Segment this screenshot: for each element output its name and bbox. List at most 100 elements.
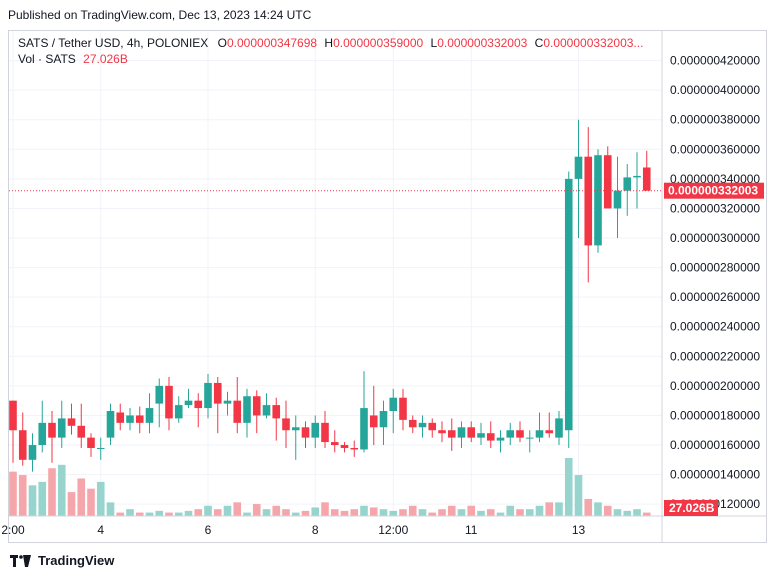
candle-body: [252, 396, 261, 416]
volume-bar: [155, 510, 164, 516]
volume-bar: [311, 507, 320, 516]
candle-body: [350, 447, 359, 450]
candle-body: [438, 430, 446, 434]
volume-bar: [399, 509, 407, 516]
volume-bar: [506, 505, 515, 516]
candle-body: [369, 415, 378, 428]
x-tick-label: 6: [205, 523, 212, 537]
candle-body: [418, 422, 427, 428]
last-price-badge: [664, 182, 764, 199]
volume-bar: [213, 509, 222, 516]
volume-bar: [418, 509, 427, 516]
volume-bar: [477, 510, 485, 516]
volume-bar: [262, 509, 271, 516]
candle-body: [213, 382, 222, 404]
y-tick-label: 0.000000220000: [670, 349, 760, 363]
x-tick-label: 4: [97, 523, 104, 537]
y-tick-label: 0.000000420000: [670, 54, 760, 68]
y-tick-label: 0.000000360000: [670, 142, 760, 156]
price-badges: 0.000000332003 27.026B: [9, 182, 764, 516]
volume-bar: [438, 509, 446, 516]
candle-body: [67, 418, 76, 426]
volume-bar: [330, 509, 339, 516]
candle-body: [301, 427, 310, 438]
candle-body: [584, 156, 593, 246]
volume-bar: [9, 471, 17, 516]
volume-bars: [9, 458, 651, 516]
candle-body: [642, 167, 651, 191]
volume-bar: [321, 502, 329, 516]
candle-body: [486, 433, 495, 441]
volume-bar: [184, 510, 193, 516]
volume-bar: [252, 504, 261, 516]
legend-open-label: O: [217, 36, 227, 50]
volume-bar: [18, 475, 27, 516]
candle-body: [165, 385, 173, 419]
y-tick-label: 0.000000340000: [670, 172, 760, 186]
candle-body: [291, 427, 300, 431]
candle-body: [223, 400, 232, 404]
volume-bar: [584, 498, 593, 516]
price-axis: 0.000000420000 0.000000400000 0.0000003800…: [661, 31, 760, 543]
volume-bar: [96, 481, 105, 516]
volume-bar: [408, 505, 417, 516]
legend-close-label: C: [534, 36, 544, 50]
volume-bar: [301, 510, 310, 516]
legend-ohlc: SATS / Tether USD, 4h, POLONIEX O0.00000…: [18, 36, 643, 50]
legend-symbol: SATS / Tether USD, 4h, POLONIEX: [18, 36, 209, 50]
candle-body: [555, 418, 563, 438]
candle-body: [87, 437, 95, 448]
y-tick-label: 0.000000320000: [670, 201, 760, 215]
candle-body: [564, 178, 573, 431]
volume-bar: [106, 502, 115, 516]
volume-bar: [233, 502, 242, 516]
volume-bar: [145, 512, 154, 516]
volume-bar: [447, 505, 456, 516]
y-tick-label: 0.000000200000: [670, 379, 760, 393]
legend-low-value: 0.000000332003: [437, 36, 528, 50]
candle-body: [535, 430, 544, 438]
tradingview-logo[interactable]: TradingView: [10, 553, 114, 568]
x-tick-label: 13: [572, 523, 586, 537]
x-tick-label: 12:00: [378, 523, 408, 537]
candle-body: [116, 412, 125, 423]
candle-body: [233, 400, 242, 423]
y-tick-label: 0.000000140000: [670, 468, 760, 482]
volume-bar: [457, 509, 466, 516]
volume-bar: [126, 509, 134, 516]
volume-bar: [57, 464, 66, 516]
legend-volume: Vol · SATS 27.026B: [18, 52, 128, 66]
volume-bar: [389, 510, 398, 516]
candle-body: [262, 405, 271, 416]
volume-bar: [486, 509, 495, 516]
candle-body: [145, 408, 154, 423]
volume-bar: [135, 512, 144, 516]
legend-open-value: 0.000000347698: [226, 36, 318, 50]
candle-body: [525, 437, 534, 439]
candle-body: [57, 418, 66, 438]
candle-body: [613, 190, 622, 209]
y-tick-label: 0.000000160000: [670, 438, 760, 452]
candle-body: [477, 433, 485, 438]
candle-body: [408, 419, 417, 428]
candle-body: [28, 445, 37, 460]
candle-body: [48, 422, 56, 438]
volume-bar: [574, 475, 583, 516]
candle-body: [194, 400, 203, 409]
volume-bar: [555, 502, 563, 516]
candle-body: [243, 396, 251, 423]
volume-bar: [194, 509, 203, 516]
y-tick-label: 0.000000400000: [670, 83, 760, 97]
chart-frame[interactable]: [8, 30, 767, 543]
legend-volume-value: 27.026B: [83, 52, 128, 66]
candle-body: [311, 422, 320, 438]
volume-bar: [613, 509, 622, 516]
y-tick-label: 0.000000260000: [670, 290, 760, 304]
volume-bar: [116, 512, 125, 516]
volume-bar: [291, 512, 300, 516]
volume-bar: [603, 505, 612, 516]
candle-body: [184, 400, 193, 406]
volume-bar: [165, 512, 173, 516]
volume-bar: [623, 510, 632, 516]
